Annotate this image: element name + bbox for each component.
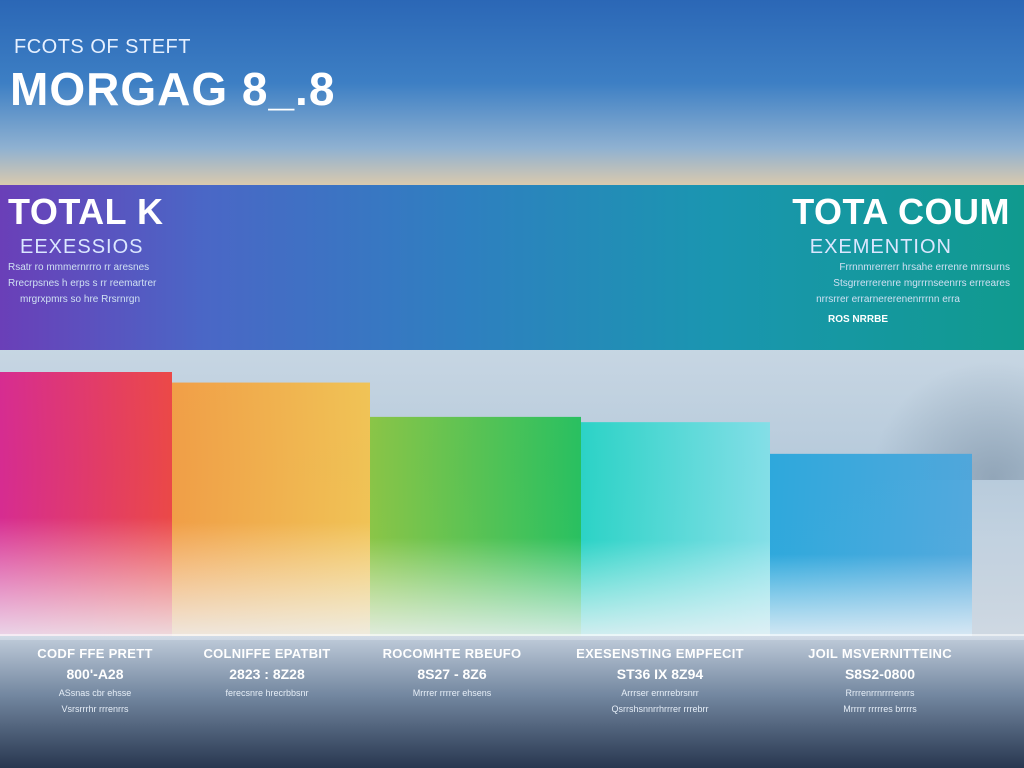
bar-fade-overlay xyxy=(172,382,370,636)
category-value: ST36 IX 8Z94 xyxy=(616,666,704,682)
bar-fade-overlay xyxy=(370,416,581,636)
category-detail: Mrrrer rrrrer ehsens xyxy=(412,688,492,698)
sky-background xyxy=(0,0,1024,185)
right-panel-title: TOTA COUM xyxy=(792,191,1010,232)
category-value: 2823 : 8Z28 xyxy=(229,666,305,682)
category-detail: Qsrrshsnnrrhrrrer rrrebrr xyxy=(611,704,709,714)
bar-fade-overlay xyxy=(770,453,972,636)
category-detail: Vsrsrrrhr rrrenrrs xyxy=(61,704,129,714)
category-detail: Rrrrenrrnrrrrenrrs xyxy=(845,688,915,698)
category-value: 8S27 - 8Z6 xyxy=(417,666,487,682)
category-label-group: JOIL MSVERNITTEINC S8S2-0800 Rrrrenrrnrr… xyxy=(785,645,975,717)
stats-band xyxy=(0,185,1024,350)
left-panel-subtitle: EEXESSIOS xyxy=(20,236,144,258)
right-panel-subtitle: EXEMENTION xyxy=(809,236,952,258)
category-detail: ASsnas cbr ehsse xyxy=(58,688,132,698)
label-area-background xyxy=(0,636,1024,768)
category-value: S8S2-0800 xyxy=(844,666,916,682)
category-name: EXESENSTING EMPFECIT xyxy=(576,646,744,661)
category-label-group: EXESENSTING EMPFECIT ST36 IX 8Z94 Arrrse… xyxy=(565,645,755,717)
category-name: JOIL MSVERNITTEINC xyxy=(808,646,952,661)
main-title: MORGAG 8_.8 xyxy=(10,63,336,115)
category-detail: Arrrser ernrrebrsnrr xyxy=(621,688,699,698)
category-label-group: ROCOMHTE RBEUFO 8S27 - 8Z6 Mrrrer rrrrer… xyxy=(357,645,547,701)
left-panel-line: Rrecrpsnes h erps s rr reemartrer xyxy=(8,278,157,289)
chart-baseline xyxy=(0,634,1024,636)
right-stat-panel: TOTA COUM EXEMENTION Frrnnmrerrerr hrsah… xyxy=(740,192,1010,328)
category-detail: ferecsnre hrecrbbsnr xyxy=(225,688,309,698)
bar-fade-overlay xyxy=(581,422,770,636)
bar-chart xyxy=(0,372,972,636)
category-label-group: CODF FFE PRETT 800'-A28 ASsnas cbr ehsse… xyxy=(0,645,190,717)
category-name: CODF FFE PRETT xyxy=(37,646,153,661)
category-name: ROCOMHTE RBEUFO xyxy=(382,646,522,661)
left-stat-panel: TOTAL K EEXESSIOS Rsatr ro mmmernrrro rr… xyxy=(8,192,238,308)
right-panel-line: nrrsrrer errarnererenenrrrnn erra xyxy=(816,294,960,305)
category-detail: Mrrrrr rrrrres brrrrs xyxy=(843,704,917,714)
left-panel-line: Rsatr ro mmmernrrro rr aresnes xyxy=(8,262,150,273)
category-label-group: COLNIFFE EPATBIT 2823 : 8Z28 ferecsnre h… xyxy=(172,645,362,701)
right-panel-line: Frrnnmrerrerr hrsahe errenre mrrsurns xyxy=(839,262,1010,273)
right-panel-line: Stsgrrerrerenre mgrrrnseenrrs errreares xyxy=(833,278,1010,289)
header-kicker: FCOTS OF STEFT xyxy=(14,36,191,58)
left-panel-title: TOTAL K xyxy=(8,191,164,232)
left-panel-line: mrgrxpmrs so hre Rrsrnrgn xyxy=(20,294,141,305)
category-name: COLNIFFE EPATBIT xyxy=(203,646,331,661)
bar-fade-overlay xyxy=(0,372,172,636)
right-panel-note: ROS NRRBE xyxy=(827,314,888,325)
category-value: 800'-A28 xyxy=(66,666,124,682)
